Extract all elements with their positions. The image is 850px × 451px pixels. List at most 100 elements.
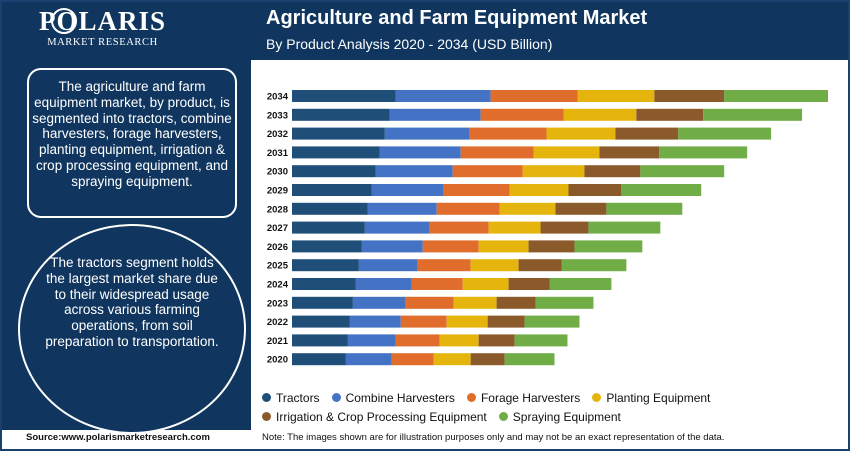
highlight-text: The tractors segment holds the largest m…	[45, 255, 219, 349]
highlight-circle: The tractors segment holds the largest m…	[18, 224, 246, 434]
bar-segment	[361, 240, 423, 253]
legend-item: Irrigation & Crop Processing Equipment	[262, 410, 487, 424]
bar-segment	[504, 353, 555, 366]
legend-marker-icon	[466, 393, 476, 402]
bar-segment	[470, 259, 519, 272]
legend-label: Forage Harvesters	[480, 390, 581, 405]
bar-segment	[439, 334, 479, 347]
chart-legend: Tractors Combine Harvesters Forage Harvest…	[262, 388, 842, 426]
bar-segment	[429, 221, 489, 234]
legend-label: Spraying Equipment	[512, 409, 621, 424]
bar-segment	[636, 108, 704, 121]
chart-area: 2034 2033 2032 2031 2030 2029 2028 2027 2026 2025…	[256, 80, 846, 376]
bar-segment	[292, 127, 385, 140]
bar-segment	[488, 221, 541, 234]
bar-segment	[499, 202, 556, 215]
source-text: Source:www.polarismarketresearch.com	[26, 432, 210, 443]
legend-label: Irrigation & Crop Processing Equipment	[276, 409, 487, 424]
summary-text: The agriculture and farm equipment marke…	[32, 79, 232, 189]
bar-segment	[292, 184, 372, 196]
bar-segment	[292, 202, 368, 215]
y-tick-label: 2022	[267, 317, 288, 328]
bar-segment	[389, 108, 481, 121]
bar-segment	[659, 146, 748, 159]
legend-item: Combine Harvesters	[331, 391, 455, 405]
bar-segment	[355, 278, 412, 290]
legend-label: Tractors	[276, 390, 320, 405]
bar-segment	[352, 296, 406, 309]
bar-segment	[518, 259, 562, 272]
brand-logo: POLARIS MARKET RESEARCH	[20, 6, 190, 54]
bar-segment	[292, 278, 356, 290]
bar-segment	[568, 184, 622, 196]
bar-segment	[292, 259, 359, 272]
bar-segment	[546, 127, 616, 140]
bar-segment	[292, 90, 396, 102]
y-tick-label: 2031	[267, 148, 289, 159]
bar-segment	[540, 221, 589, 234]
legend-marker-icon	[262, 412, 271, 421]
bar-segment	[469, 127, 547, 140]
y-tick-label: 2030	[267, 167, 288, 178]
y-tick-label: 2020	[267, 355, 288, 366]
bar-segment	[535, 296, 594, 309]
bar-segment	[400, 315, 447, 328]
brand-tagline: MARKET RESEARCH	[47, 37, 158, 48]
bar-segment	[487, 315, 525, 328]
bar-segment	[453, 296, 497, 309]
bar-segment	[599, 146, 660, 159]
bar-segment	[364, 221, 430, 234]
bar-segment	[584, 165, 641, 178]
y-tick-label: 2033	[267, 110, 288, 121]
legend-row: Tractors Combine Harvesters Forage Harvest…	[262, 388, 842, 407]
bar-segment	[478, 334, 515, 347]
bar-segment	[478, 240, 529, 253]
bar-segment	[292, 240, 362, 253]
legend-item: Spraying Equipment	[498, 409, 621, 424]
bar-segment	[533, 146, 600, 159]
legend-marker-icon	[331, 393, 341, 402]
bar-segment	[358, 259, 418, 272]
bar-segment	[480, 108, 564, 121]
bar-segment	[508, 278, 550, 290]
bar-segment	[292, 146, 380, 159]
bar-segment	[621, 184, 702, 196]
bar-segment	[292, 165, 376, 178]
y-tick-label: 2021	[267, 336, 289, 347]
bar-segment	[422, 240, 479, 253]
page-subtitle: By Product Analysis 2020 - 2034 (USD Bil…	[266, 36, 553, 52]
bar-segment	[606, 202, 683, 215]
logo-orbit-icon	[51, 8, 77, 34]
y-tick-label: 2029	[267, 186, 288, 197]
y-tick-label: 2027	[267, 223, 288, 234]
bar-segment	[460, 146, 534, 159]
summary-box: The agriculture and farm equipment marke…	[27, 68, 237, 218]
bar-segment	[490, 90, 578, 102]
bar-segment	[528, 240, 575, 253]
y-tick-label: 2032	[267, 129, 288, 140]
bar-segment	[496, 296, 536, 309]
bar-segment	[640, 165, 725, 178]
bar-segment	[522, 165, 585, 178]
bar-segment	[452, 165, 523, 178]
legend-label: Planting Equipment	[606, 390, 711, 405]
bar-segment	[436, 202, 500, 215]
bar-segment	[391, 353, 434, 366]
bar-segment	[395, 334, 440, 347]
bar-segment	[574, 240, 643, 253]
y-tick-label: 2028	[267, 204, 288, 215]
bar-segment	[724, 90, 828, 102]
legend-marker-icon	[262, 393, 271, 402]
y-tick-label: 2025	[267, 261, 289, 272]
bar-segment	[292, 334, 348, 347]
bar-segment	[470, 353, 505, 366]
legend-marker-icon	[498, 412, 508, 421]
bar-segment	[561, 259, 627, 272]
brand-name: POLARIS	[38, 6, 167, 36]
page-title: Agriculture and Farm Equipment Market	[266, 7, 648, 29]
bar-segment	[514, 334, 568, 347]
bar-segment	[446, 315, 488, 328]
legend-row: Irrigation & Crop Processing Equipment Sp…	[262, 407, 842, 426]
bar-segment	[524, 315, 580, 328]
